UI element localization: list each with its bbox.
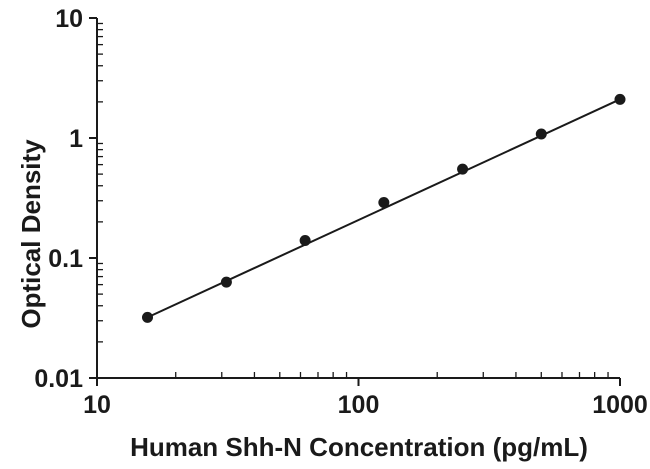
y-axis-title: Optical Density — [16, 139, 46, 329]
y-tick-label: 0.01 — [34, 365, 83, 393]
series-standard-curve — [142, 93, 626, 323]
data-point — [378, 197, 390, 209]
y-tick-label: 0.1 — [48, 245, 83, 273]
x-axis-title: Human Shh-N Concentration (pg/mL) — [130, 432, 588, 462]
minor-ticks — [98, 22, 609, 377]
major-ticks: 10 100 1000 10 1 0.1 0.01 — [34, 5, 647, 419]
data-point — [142, 311, 154, 323]
axis-spines — [96, 18, 620, 379]
y-tick-label: 1 — [69, 125, 83, 153]
fit-line — [147, 98, 621, 319]
data-point — [535, 128, 547, 140]
data-point — [299, 234, 311, 246]
plot-layer: 10 100 1000 10 1 0.1 0.01 — [34, 5, 647, 419]
x-tick-label: 1000 — [592, 391, 648, 419]
x-tick-label: 100 — [338, 391, 380, 419]
data-point — [457, 163, 469, 175]
x-tick-label: 10 — [83, 391, 111, 419]
y-tick-label: 10 — [55, 5, 83, 33]
data-point — [614, 93, 626, 105]
data-point — [220, 276, 232, 288]
